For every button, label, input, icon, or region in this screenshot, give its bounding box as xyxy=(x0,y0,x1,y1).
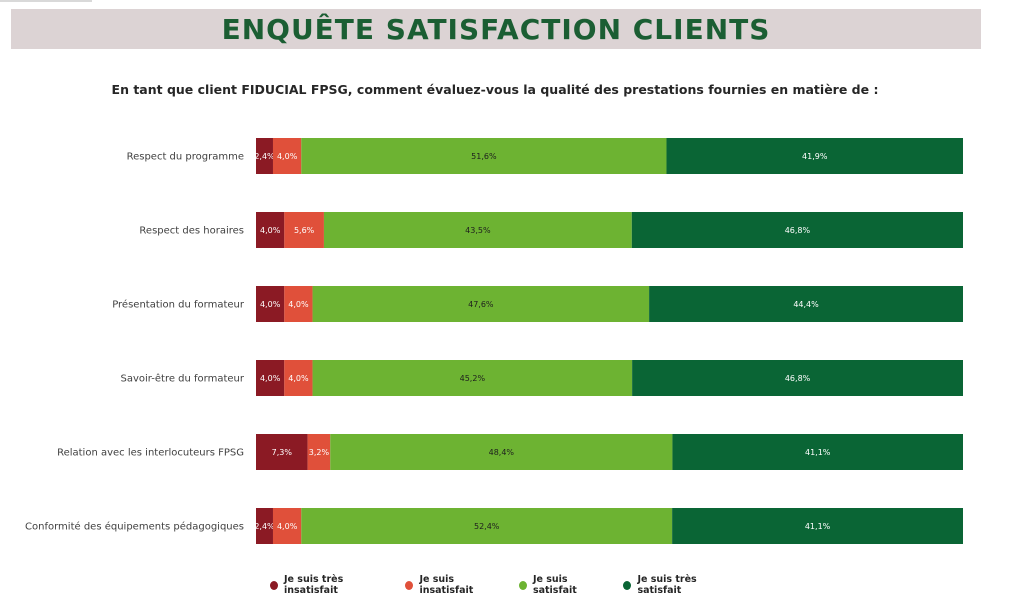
data-label: 3,2% xyxy=(309,448,330,457)
data-label: 4,0% xyxy=(288,300,309,309)
bar-segment xyxy=(666,138,963,174)
bar-segment xyxy=(256,138,273,174)
data-label: 46,8% xyxy=(785,374,811,383)
data-label: 2,4% xyxy=(254,522,275,531)
data-label: 2,4% xyxy=(254,152,275,161)
bar-segment xyxy=(672,434,963,470)
bar-segment xyxy=(256,212,285,248)
chart-legend: Je suis très insatisfait Je suis insatisf… xyxy=(270,574,750,596)
bar-segment xyxy=(272,508,302,544)
data-label: 7,3% xyxy=(272,448,293,457)
legend-item: Je suis satisfait xyxy=(518,574,606,596)
bar-segment xyxy=(649,286,963,322)
data-label: 4,0% xyxy=(260,226,281,235)
data-label: 46,8% xyxy=(785,226,811,235)
bar-segment xyxy=(284,360,313,396)
category-label: Savoir-être du formateur xyxy=(121,373,245,385)
bar-segment xyxy=(632,360,963,396)
page-title: ENQUÊTE SATISFACTION CLIENTS xyxy=(221,12,771,46)
data-label: 4,0% xyxy=(260,300,281,309)
data-label: 4,0% xyxy=(277,522,298,531)
bar-segment xyxy=(272,138,302,174)
data-label: 41,1% xyxy=(805,448,831,457)
top-divider-line xyxy=(0,0,92,2)
data-label: 48,4% xyxy=(489,448,515,457)
legend-label: Je suis insatisfait xyxy=(419,574,474,596)
bar-segment xyxy=(256,286,285,322)
data-label: 41,1% xyxy=(805,522,831,531)
bar-segment xyxy=(631,212,963,248)
legend-marker xyxy=(623,580,632,590)
data-label: 44,4% xyxy=(793,300,819,309)
data-label: 4,0% xyxy=(288,374,309,383)
bar-segment xyxy=(284,286,313,322)
bar-segment xyxy=(323,212,632,248)
legend-label: Je suis satisfait xyxy=(532,574,577,596)
category-label: Présentation du formateur xyxy=(112,299,245,311)
chart-question: En tant que client FIDUCIAL FPSG, commen… xyxy=(111,82,879,97)
category-label: Conformité des équipements pédagogiques xyxy=(25,521,244,533)
data-label: 41,9% xyxy=(802,152,828,161)
bar-segment xyxy=(256,360,285,396)
bar-segment xyxy=(330,434,673,470)
legend-marker xyxy=(518,580,527,590)
title-banner: ENQUÊTE SATISFACTION CLIENTS xyxy=(11,9,981,49)
bar-segment xyxy=(312,286,650,322)
data-label: 4,0% xyxy=(277,152,298,161)
legend-marker xyxy=(270,580,278,590)
legend-marker xyxy=(405,580,414,590)
legend-item: Je suis très satisfait xyxy=(623,574,732,596)
data-label: 52,4% xyxy=(474,522,500,531)
bar-segment xyxy=(284,212,324,248)
legend-item: Je suis insatisfait xyxy=(405,574,500,596)
bar-segment xyxy=(256,434,308,470)
data-label: 45,2% xyxy=(460,374,486,383)
data-label: 47,6% xyxy=(468,300,494,309)
bar-segment xyxy=(256,508,273,544)
data-label: 51,6% xyxy=(471,152,497,161)
legend-label: Je suis très insatisfait xyxy=(284,574,344,596)
category-label: Respect du programme xyxy=(127,152,244,163)
bar-segment xyxy=(301,508,673,544)
bar-segment xyxy=(307,434,331,470)
data-label: 43,5% xyxy=(465,226,491,235)
data-label: 4,0% xyxy=(260,374,281,383)
bar-segment xyxy=(301,138,667,174)
data-label: 5,6% xyxy=(294,226,315,235)
category-label: Respect des horaires xyxy=(139,226,244,237)
bar-segment xyxy=(312,360,633,396)
category-label: Relation avec les interlocuteurs FPSG xyxy=(57,448,244,459)
bar-segment xyxy=(672,508,963,544)
legend-label: Je suis très satisfait xyxy=(637,574,697,596)
legend-item: Je suis très insatisfait xyxy=(270,574,387,596)
